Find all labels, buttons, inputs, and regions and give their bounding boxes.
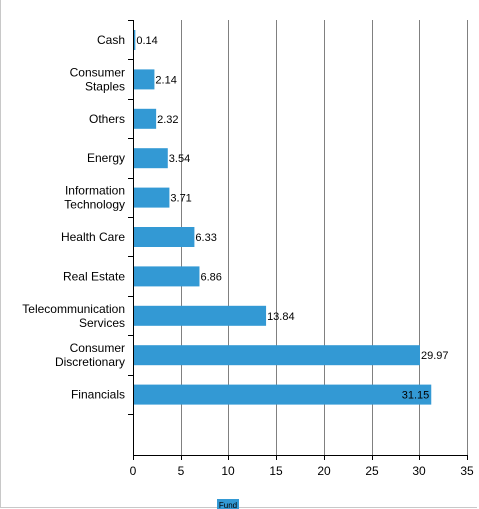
bar	[134, 187, 170, 208]
data-label: 3.71	[170, 193, 191, 205]
data-labels: 0.14 2.14 2.32 3.54 3.71 6.33 6.86 13.84 29.97 31…	[136, 35, 448, 402]
x-tick-label: 20	[317, 464, 331, 478]
bar	[134, 30, 136, 50]
x-tick-label: 10	[221, 464, 235, 478]
legend-label-fund: Fund	[219, 501, 237, 509]
category-label: Others	[89, 112, 125, 126]
x-tick-label: 30	[412, 464, 426, 478]
data-label: 3.54	[169, 153, 190, 165]
data-label: 31.15	[402, 390, 430, 402]
bar	[134, 345, 420, 366]
x-tick-label: 0	[130, 464, 137, 478]
x-tick-label: 15	[269, 464, 283, 478]
category-label: Financials	[71, 388, 125, 402]
axes	[128, 20, 468, 460]
bar	[134, 69, 155, 90]
category-label: Cash	[97, 33, 125, 47]
category-label: Energy	[87, 151, 125, 165]
bar	[134, 227, 195, 247]
data-label: 6.86	[200, 271, 221, 283]
category-label: Telecommunication Services	[22, 302, 125, 330]
bar	[134, 266, 200, 287]
data-label: 6.33	[195, 232, 216, 244]
category-label: Consumer Discretionary	[55, 341, 125, 369]
category-label: Real Estate	[63, 269, 125, 283]
x-tick-label: 35	[460, 464, 474, 478]
category-labels: Cash Consumer Staples Others Energy Informati…	[22, 33, 125, 402]
data-label: 2.14	[155, 74, 176, 86]
data-label: 13.84	[267, 311, 295, 323]
category-label: Information Technology	[64, 184, 125, 212]
category-label: Consumer Staples	[70, 65, 125, 93]
bars	[134, 30, 432, 405]
bar	[134, 148, 168, 169]
bar	[134, 305, 267, 326]
data-label: 2.32	[157, 114, 178, 126]
x-tick-label: 5	[178, 464, 185, 478]
legend: Fund	[217, 499, 239, 509]
bar	[134, 384, 432, 405]
x-tick-label: 25	[365, 464, 379, 478]
legend-swatch-fund	[217, 499, 239, 509]
data-label: 0.14	[136, 35, 157, 47]
bar	[134, 108, 157, 129]
x-tick-labels: 0 5 10 15 20 25 30 35	[130, 464, 474, 478]
category-label: Health Care	[61, 230, 125, 244]
data-label: 29.97	[421, 350, 449, 362]
